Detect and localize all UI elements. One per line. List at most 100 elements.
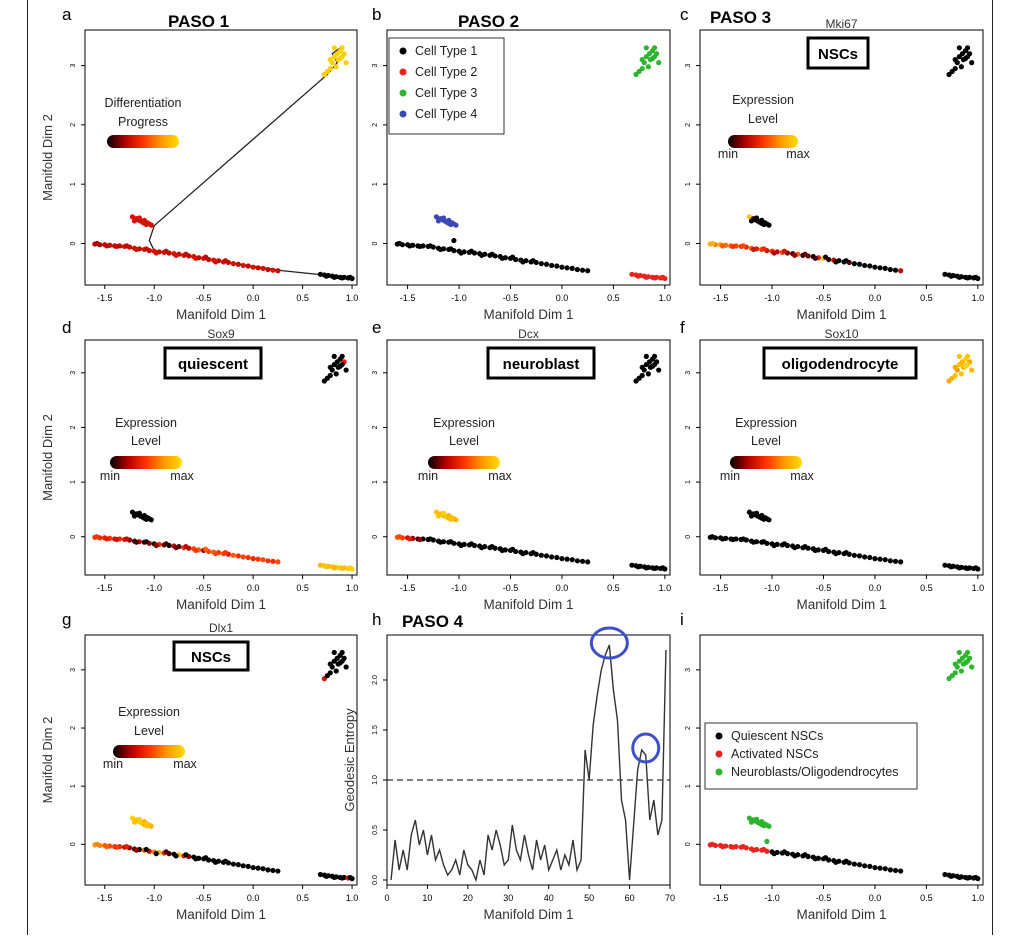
data-point [956, 274, 962, 280]
y-tick-label: 3 [70, 64, 77, 68]
y-axis-label: Geodesic Entropy [342, 708, 357, 812]
data-point [347, 565, 353, 571]
data-point [802, 251, 808, 257]
data-point [952, 372, 958, 379]
x-tick-label: 50 [584, 893, 594, 903]
data-point [635, 564, 641, 570]
x-tick-label: 40 [544, 893, 554, 903]
y-tick-label: 2.0 [372, 675, 379, 685]
data-point [153, 542, 159, 549]
x-axis-label: Manifold Dim 1 [483, 307, 573, 322]
label-box-text: oligodendrocyte [782, 356, 899, 373]
panel-letter: a [62, 5, 72, 24]
data-point [748, 819, 755, 825]
label-box [163, 346, 263, 380]
panel-b: b PASO 2 -1.5 -1.0 -0.5 0.0 0.5 1.0 0 1 2 3 Manifold… [372, 5, 671, 322]
data-point [509, 254, 516, 260]
x-axis: -1.5 -1.0 -0.5 0.0 0.5 1.0 [713, 285, 984, 303]
x-tick-label: -1.0 [451, 583, 467, 593]
data-point [327, 372, 333, 379]
plot-frame [386, 29, 671, 286]
series-cluster_small [129, 214, 154, 228]
data-point [973, 274, 979, 280]
data-point [230, 552, 236, 558]
x-axis-label: Manifold Dim 1 [796, 597, 886, 612]
data-point [427, 536, 433, 542]
data-point [144, 220, 150, 226]
colorbar-title: Expression [118, 705, 180, 719]
data-point [133, 847, 140, 853]
data-point [144, 821, 150, 827]
label-box [762, 346, 918, 380]
data-point [327, 364, 333, 370]
data-point [339, 45, 345, 51]
data-point [222, 258, 229, 264]
series-cluster_top [321, 353, 349, 384]
data-point [964, 565, 971, 572]
data-point [449, 220, 455, 226]
data-point [479, 545, 485, 551]
data-point [771, 851, 777, 857]
panel-letter: e [372, 318, 381, 337]
series-cluster_bottom [92, 240, 281, 274]
series-cluster_right_bottom [942, 562, 981, 572]
colorbar-min-label: min [418, 469, 438, 483]
panel-g: g Dlx1 -1.5 -1.0 -0.5 0.0 0.5 1.0 0 1 2 3 Manifold D… [40, 610, 358, 922]
data-point [343, 60, 349, 66]
data-point [163, 248, 169, 254]
page-border-right [992, 0, 993, 935]
data-point [250, 264, 256, 270]
panel-e: e Dcx -1.5 -1.0 -0.5 0.0 0.5 1.0 0 1 2 3 Manifold Di… [372, 318, 671, 612]
data-point [882, 265, 888, 271]
x-tick-label: 1.0 [659, 293, 672, 303]
legend-entry: Quiescent NSCs [731, 729, 823, 743]
legend-marker [715, 750, 723, 758]
x-tick-label: -1.0 [146, 893, 162, 903]
y-axis-label: Manifold Dim 2 [40, 414, 55, 501]
data-point [822, 855, 829, 861]
plot-frame [386, 634, 671, 886]
panel-letter: d [62, 318, 71, 337]
y-tick-label: 0 [70, 842, 77, 846]
data-point [882, 866, 888, 872]
data-point [133, 246, 140, 253]
series-cluster_right_bottom [317, 271, 355, 282]
series-cluster_small [746, 509, 772, 523]
data-point [969, 664, 975, 670]
data-point [802, 543, 808, 550]
entropy-line [390, 644, 667, 883]
x-tick-label: -1.0 [451, 293, 467, 303]
data-point [964, 353, 971, 359]
x-tick-label: -1.5 [713, 893, 729, 903]
peak-highlight-circle [589, 626, 629, 660]
data-point [235, 261, 241, 267]
data-point [136, 215, 142, 221]
y-tick-label: 2 [372, 425, 379, 429]
x-tick-label: 1.0 [972, 583, 985, 593]
x-axis-label: Manifold Dim 1 [483, 907, 573, 922]
data-point [240, 262, 246, 269]
y-tick-label: 0 [372, 535, 379, 539]
data-point [143, 539, 149, 545]
y-tick-label: 0.5 [372, 825, 379, 835]
data-point [339, 353, 345, 359]
colorbar-min-label: min [720, 469, 740, 483]
data-point [956, 565, 962, 571]
legend-entry: Cell Type 2 [415, 65, 477, 79]
data-point [173, 252, 179, 258]
x-tick-label: 0.5 [296, 893, 309, 903]
data-point [317, 871, 324, 878]
data-point [766, 823, 772, 829]
data-point [173, 545, 179, 551]
data-point [437, 246, 444, 253]
data-point [331, 874, 337, 881]
series-cluster_right_bottom [317, 562, 355, 572]
data-point [123, 536, 130, 542]
data-point [417, 536, 423, 543]
panel-letter: i [680, 610, 684, 629]
data-point [104, 243, 110, 249]
data-point [656, 60, 662, 66]
data-point [660, 565, 666, 571]
data-point [781, 541, 787, 547]
data-point [270, 558, 276, 564]
